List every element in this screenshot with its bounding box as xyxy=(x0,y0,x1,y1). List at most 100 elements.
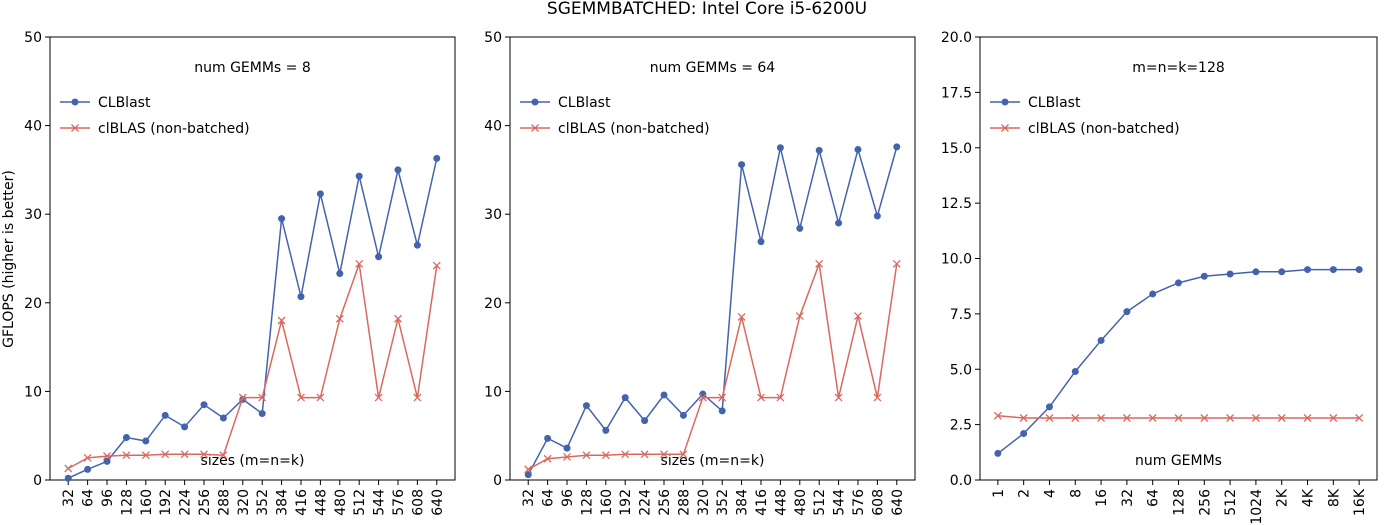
x-tick-label: 32 xyxy=(1120,489,1136,507)
axes-frame xyxy=(509,36,916,481)
x-tick-label: 16 xyxy=(1094,489,1110,507)
data-point xyxy=(200,450,208,459)
x-tick-label: 2 xyxy=(1017,489,1033,498)
x-tick-label: 640 xyxy=(890,489,906,516)
x-tick-label: 576 xyxy=(851,489,867,516)
data-point xyxy=(873,212,881,220)
data-point xyxy=(142,437,150,445)
data-point xyxy=(835,219,843,227)
data-point xyxy=(278,215,286,223)
data-point xyxy=(1149,290,1157,298)
data-point xyxy=(698,393,707,402)
data-point xyxy=(699,390,707,398)
data-point xyxy=(1045,414,1054,422)
y-tick-label: 17.5 xyxy=(941,85,972,101)
data-point xyxy=(563,444,571,452)
x-tick-label: 480 xyxy=(333,489,349,516)
y-tick-label: 10.0 xyxy=(941,252,972,268)
data-point xyxy=(621,394,629,402)
data-point xyxy=(258,393,267,402)
x-tick-label: 512 xyxy=(352,489,368,516)
legend-label: clBLAS (non-batched) xyxy=(98,121,250,137)
x-tick-label: 4K xyxy=(1301,488,1317,507)
y-tick-label: 0 xyxy=(33,473,42,489)
y-tick-label: 20.0 xyxy=(941,30,972,46)
x-tick-label: 352 xyxy=(715,489,731,516)
data-point xyxy=(543,454,552,463)
data-point xyxy=(994,449,1002,457)
x-tick-label: 64 xyxy=(81,489,97,507)
legend-marker xyxy=(71,124,79,132)
legend-marker xyxy=(531,98,539,106)
data-point xyxy=(336,270,344,278)
x-tick-label: 384 xyxy=(275,489,291,516)
series-line-clblas xyxy=(67,263,438,470)
data-point xyxy=(757,393,765,402)
y-tick-label: 12.5 xyxy=(941,196,972,212)
y-tick-label: 5.0 xyxy=(950,362,972,378)
x-tick-label: 4 xyxy=(1042,489,1058,498)
data-point xyxy=(1355,414,1364,422)
data-point xyxy=(873,393,882,402)
data-point xyxy=(355,172,363,180)
x-tick-label: 224 xyxy=(638,489,654,516)
data-point xyxy=(660,391,668,399)
x-tick-label: 96 xyxy=(560,489,576,507)
data-point xyxy=(1329,266,1337,274)
legend-label: CLBlast xyxy=(98,95,151,111)
y-tick-label: 30 xyxy=(484,207,502,223)
x-tick-label: 8 xyxy=(1068,489,1084,498)
data-point xyxy=(524,471,532,479)
data-point xyxy=(1200,414,1209,422)
data-point xyxy=(738,161,746,169)
data-point xyxy=(1278,268,1286,276)
data-point xyxy=(718,407,726,415)
data-point xyxy=(64,464,73,473)
data-point xyxy=(161,411,169,419)
data-point xyxy=(1252,268,1260,276)
series-line-clblas xyxy=(527,263,898,471)
x-tick-label: 288 xyxy=(216,489,232,516)
data-point xyxy=(103,452,111,461)
legend-label: clBLAS (non-batched) xyxy=(1028,121,1180,137)
x-tick-label: 576 xyxy=(391,489,407,516)
data-point xyxy=(1329,414,1338,422)
data-point xyxy=(1303,414,1312,422)
data-point xyxy=(1045,403,1053,411)
data-point xyxy=(335,314,344,323)
x-tick-label: 288 xyxy=(676,489,692,516)
x-tick-label: 448 xyxy=(313,489,329,516)
series-line-clblast xyxy=(67,158,438,479)
y-tick-label: 50 xyxy=(484,30,502,46)
data-point xyxy=(1251,414,1260,422)
data-point xyxy=(1277,414,1286,422)
data-point xyxy=(161,450,170,459)
x-tick-label: 544 xyxy=(832,489,848,516)
legend-marker xyxy=(71,98,79,106)
y-tick-label: 0.0 xyxy=(950,473,972,489)
series-line-clblast xyxy=(527,146,898,476)
y-axis-label: GFLOPS (higher is better) xyxy=(1,170,17,348)
legend-label: clBLAS (non-batched) xyxy=(558,121,710,137)
data-point xyxy=(1019,414,1028,422)
subplot-annotation: m=n=k=128 xyxy=(1132,60,1225,76)
data-point xyxy=(601,451,610,460)
legend: CLBlast clBLAS (non-batched) xyxy=(990,95,1180,137)
x-tick-label: 416 xyxy=(754,489,770,516)
data-point xyxy=(892,259,901,268)
x-tick-label: 544 xyxy=(372,489,388,516)
data-point xyxy=(1200,272,1208,280)
y-tick-label: 50 xyxy=(24,30,42,46)
data-point xyxy=(1226,270,1234,278)
x-tick-label: 608 xyxy=(410,489,426,516)
y-tick-label: 2.5 xyxy=(950,418,972,434)
data-point xyxy=(1175,279,1182,287)
x-tick-label: 320 xyxy=(236,489,252,516)
x-tick-label: 320 xyxy=(696,489,712,516)
axes-frame xyxy=(49,36,456,481)
data-point xyxy=(219,414,227,422)
data-point xyxy=(854,146,862,154)
data-point xyxy=(238,393,247,402)
data-point xyxy=(1071,367,1079,375)
legend-marker xyxy=(1001,98,1009,106)
